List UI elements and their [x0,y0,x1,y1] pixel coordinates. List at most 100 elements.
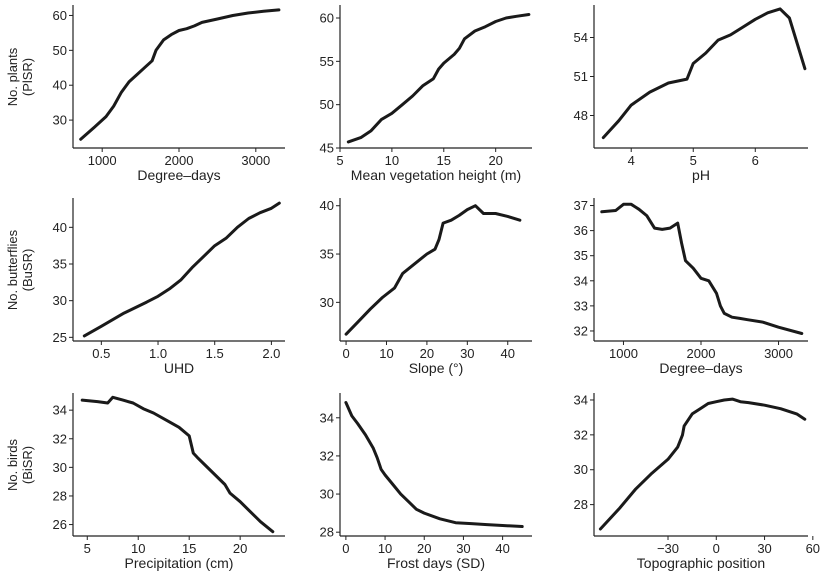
x-tick-label: 20 [420,346,434,361]
x-axis-title: Mean vegetation height (m) [351,167,521,183]
y-tick-label: 45 [320,141,334,156]
y-tick-label: 60 [320,11,334,26]
x-axis-title: Frost days (SD) [387,555,485,571]
response-curve-line [344,204,522,336]
x-tick-label: 10 [379,346,393,361]
x-tick-label: 1.5 [206,346,224,361]
x-tick-label: 10 [131,541,145,556]
x-tick-label: 3000 [764,346,793,361]
x-tick-label: 60 [806,541,820,556]
y-tick-label: 34 [574,392,588,407]
x-tick-label: 15 [437,153,451,168]
y-tick-label: 30 [53,113,67,128]
x-tick-label: 6 [752,153,759,168]
row-label-butterflies-line2: (BuSR) [20,249,35,292]
y-tick-label: 35 [574,248,588,263]
y-tick-label: 32 [320,448,334,463]
row-label-birds: No. birds (BiSR) [5,438,35,491]
y-tick-label: 48 [574,108,588,123]
y-tick-label: 30 [320,295,334,310]
x-tick-label: 0 [342,346,349,361]
response-curve-line [80,395,275,534]
x-axis-title: UHD [164,360,194,376]
y-tick-label: 25 [53,330,67,345]
x-tick-label: 4 [628,153,635,168]
x-tick-label: 3000 [241,153,270,168]
x-tick-label: 1000 [88,153,117,168]
y-tick-label: 32 [53,431,67,446]
y-tick-label: 26 [53,517,67,532]
chart-panel-8: 28 30 32 34 0 10 20 30 40 Frost days (SD) [320,393,532,571]
x-tick-label: 2.0 [262,346,280,361]
chart-panel-9: 28 30 32 34 −30 0 30 60 Topographic position [574,392,821,571]
x-tick-label: 5 [336,153,343,168]
y-tick-label: 35 [320,247,334,262]
x-tick-label: 0.5 [92,346,110,361]
x-axis-title: Topographic position [637,555,765,571]
x-tick-label: 30 [456,541,470,556]
x-axis-title: Degree–days [659,360,742,376]
x-axis-title: Precipitation (cm) [125,555,234,571]
y-tick-label: 33 [574,298,588,313]
y-tick-label: 40 [53,220,67,235]
row-label-butterflies: No. butterflies (BuSR) [5,229,35,310]
x-tick-label: 30 [757,541,771,556]
y-tick-label: 32 [574,323,588,338]
y-tick-label: 54 [574,30,588,45]
chart-panel-1: 30 40 50 60 1000 2000 3000 Degree–days [53,5,285,183]
response-curve-line [346,13,531,144]
x-axis-title: Slope (°) [409,360,464,376]
response-curve-line [601,7,807,140]
y-tick-label: 32 [574,427,588,442]
y-tick-label: 30 [53,460,67,475]
chart-panel-6: 32 33 34 35 36 37 1000 2000 3000 Degree–days [574,198,808,376]
response-curve-line [344,401,524,528]
chart-panel-3: 48 51 54 4 5 6 pH [574,5,808,183]
x-tick-label: 20 [233,541,247,556]
x-tick-label: 20 [417,541,431,556]
row-label-plants-line1: No. plants [5,47,20,106]
x-tick-label: −30 [657,541,679,556]
x-tick-label: 40 [495,541,509,556]
x-tick-label: 1.0 [149,346,167,361]
y-tick-label: 30 [574,462,588,477]
x-tick-label: 5 [690,153,697,168]
x-tick-label: 0 [342,541,349,556]
x-tick-label: 0 [713,541,720,556]
row-label-butterflies-line1: No. butterflies [5,229,20,310]
row-label-plants: No. plants (PlSR) [5,47,35,106]
x-tick-label: 1000 [609,346,638,361]
y-tick-label: 34 [574,273,588,288]
y-tick-label: 28 [53,488,67,503]
y-tick-label: 36 [574,223,588,238]
row-label-plants-line2: (PlSR) [20,58,35,96]
response-curve-line [79,8,281,141]
x-tick-label: 30 [460,346,474,361]
y-tick-label: 28 [320,525,334,540]
y-tick-label: 40 [53,78,67,93]
x-tick-label: 2000 [687,346,716,361]
row-label-birds-line2: (BiSR) [20,446,35,484]
response-curve-line [82,201,281,338]
y-tick-label: 35 [53,257,67,272]
y-tick-label: 30 [320,487,334,502]
y-tick-label: 37 [574,198,588,213]
x-tick-label: 15 [182,541,196,556]
y-tick-label: 60 [53,8,67,23]
x-axis-title: pH [692,167,710,183]
y-tick-label: 28 [574,497,588,512]
x-tick-label: 10 [378,541,392,556]
y-tick-label: 40 [320,198,334,213]
x-tick-label: 2000 [165,153,194,168]
response-curve-line [598,397,807,531]
chart-panel-5: 30 35 40 0 10 20 30 40 Slope (°) [320,198,532,376]
y-tick-label: 50 [53,43,67,58]
x-tick-label: 10 [385,153,399,168]
chart-panel-4: 25 30 35 40 0.5 1.0 1.5 2.0 UHD [53,198,285,376]
x-tick-label: 5 [84,541,91,556]
y-tick-label: 50 [320,97,334,112]
